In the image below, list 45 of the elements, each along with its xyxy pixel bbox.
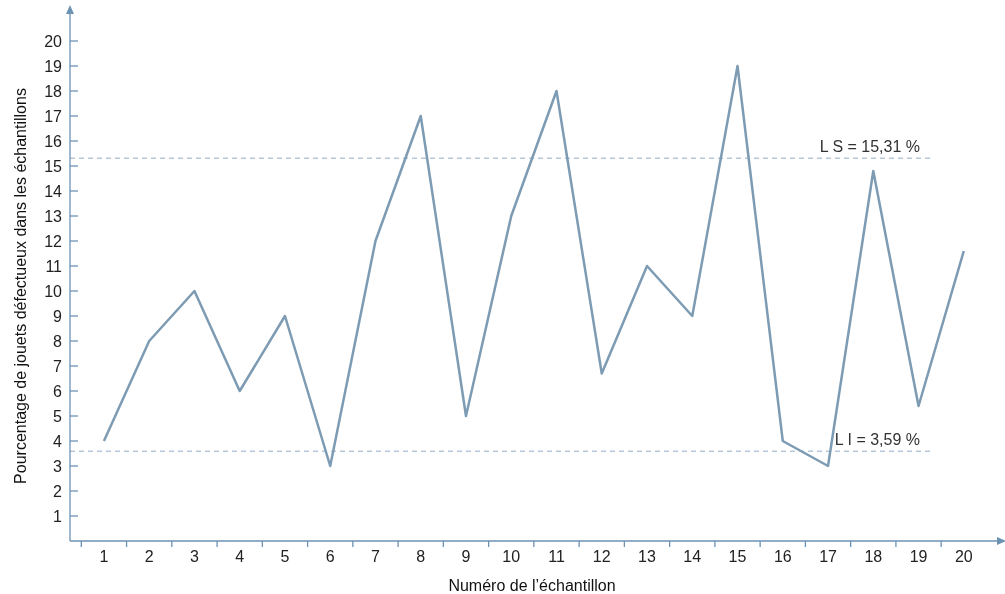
y-axis-title: Pourcentage de jouets défectueux dans les échantillons (12, 88, 29, 484)
x-tick-label: 17 (819, 548, 838, 565)
y-tick-label: 19 (44, 57, 63, 75)
x-tick-label: 8 (416, 548, 426, 565)
y-tick-label: 5 (53, 407, 63, 425)
y-tick-label: 11 (45, 257, 63, 275)
x-tick-label: 3 (190, 548, 199, 565)
y-tick-label: 12 (44, 232, 63, 250)
y-tick-label: 9 (53, 307, 63, 325)
y-tick-label: 8 (53, 332, 63, 350)
x-tick-label: 7 (371, 548, 381, 565)
line-series (102, 64, 966, 468)
x-tick-label: 4 (235, 548, 245, 565)
x-tick-label: 19 (909, 548, 928, 565)
y-tick-label: 20 (44, 32, 63, 50)
x-tick-label: 16 (773, 548, 792, 565)
y-tick-label: 15 (44, 157, 63, 175)
x-tick-label: 6 (325, 548, 335, 565)
ref-line-label: L I = 3,59 % (834, 431, 920, 449)
y-tick-label: 6 (53, 382, 63, 400)
y-tick-label: 14 (44, 182, 63, 200)
y-tick-label: 16 (44, 132, 63, 150)
y-tick-label: 10 (44, 282, 63, 300)
y-tick-label: 13 (44, 207, 63, 225)
x-tick-label: 9 (461, 548, 471, 565)
x-tick-label: 1 (99, 548, 109, 565)
y-tick-label: 7 (53, 357, 63, 375)
x-tick-label: 14 (683, 548, 702, 565)
y-tick-label: 18 (44, 82, 63, 100)
y-tick-label: 2 (53, 482, 63, 500)
x-tick-label: 12 (592, 548, 611, 565)
x-tick-label: 2 (144, 548, 154, 565)
x-tick-label: 10 (502, 548, 521, 565)
x-tick-label: 5 (280, 548, 290, 565)
y-tick-label: 17 (44, 107, 63, 125)
y-tick-label: 1 (53, 507, 63, 525)
x-tick-label: 11 (548, 548, 565, 565)
y-tick-label: 3 (53, 457, 63, 475)
ref-line-label: L S = 15,31 % (819, 138, 920, 156)
x-tick-label: 18 (864, 548, 883, 565)
y-tick-label: 4 (53, 432, 63, 450)
x-axis-title: Numéro de l’échantillon (448, 577, 616, 594)
x-tick-label: 13 (638, 548, 657, 565)
x-tick-label: 20 (954, 548, 973, 565)
x-tick-label: 15 (728, 548, 747, 565)
